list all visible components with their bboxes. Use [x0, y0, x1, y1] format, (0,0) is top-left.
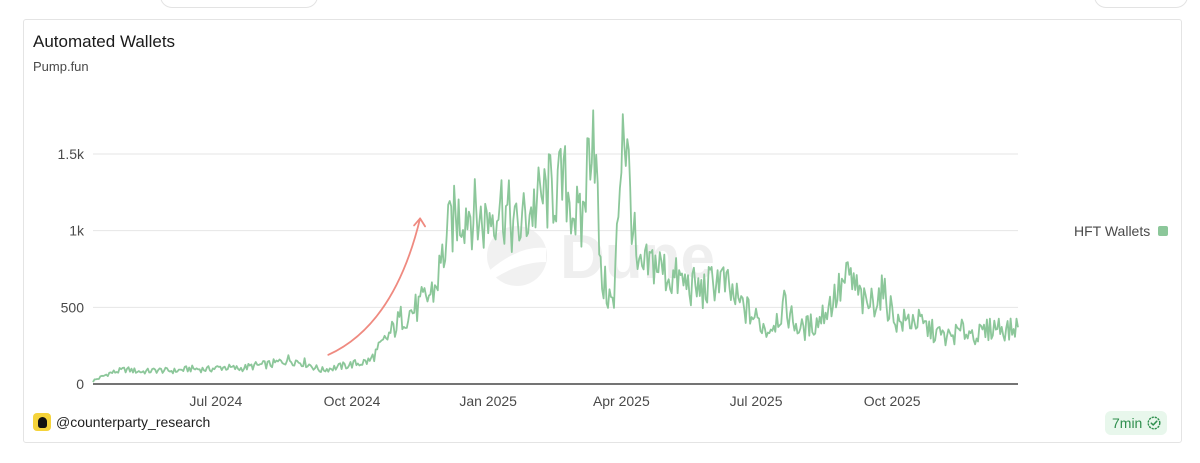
author-handle: @counterparty_research	[56, 414, 211, 430]
legend-swatch	[1158, 226, 1169, 236]
growth-arrow	[327, 217, 421, 356]
legend-label: HFT Wallets	[1074, 223, 1151, 239]
author-avatar-icon	[33, 413, 51, 431]
growth-arrow-head	[413, 217, 426, 228]
x-tick-label: Jan 2025	[459, 393, 517, 409]
x-tick-label: Apr 2025	[593, 393, 650, 409]
x-tick-label: Jul 2024	[189, 393, 242, 409]
refresh-badge[interactable]: 7min	[1105, 411, 1168, 435]
y-tick-label: 1k	[69, 223, 85, 239]
chart-legend[interactable]: HFT Wallets	[1074, 223, 1169, 239]
x-tick-label: Jul 2025	[730, 393, 783, 409]
y-tick-label: 500	[61, 299, 85, 315]
chart-title: Automated Wallets	[33, 32, 176, 51]
series-line-hft-wallets	[92, 109, 1019, 383]
y-tick-label: 1.5k	[58, 146, 85, 162]
refresh-interval: 7min	[1112, 415, 1143, 431]
author-attribution[interactable]: @counterparty_research	[33, 413, 210, 431]
chart-subtitle: Pump.fun	[33, 59, 89, 74]
x-tick-label: Oct 2024	[324, 393, 381, 409]
x-tick-label: Oct 2025	[864, 393, 921, 409]
y-tick-label: 0	[76, 376, 84, 392]
dune-watermark: Dune	[487, 223, 715, 292]
verified-check-icon	[1147, 416, 1161, 430]
